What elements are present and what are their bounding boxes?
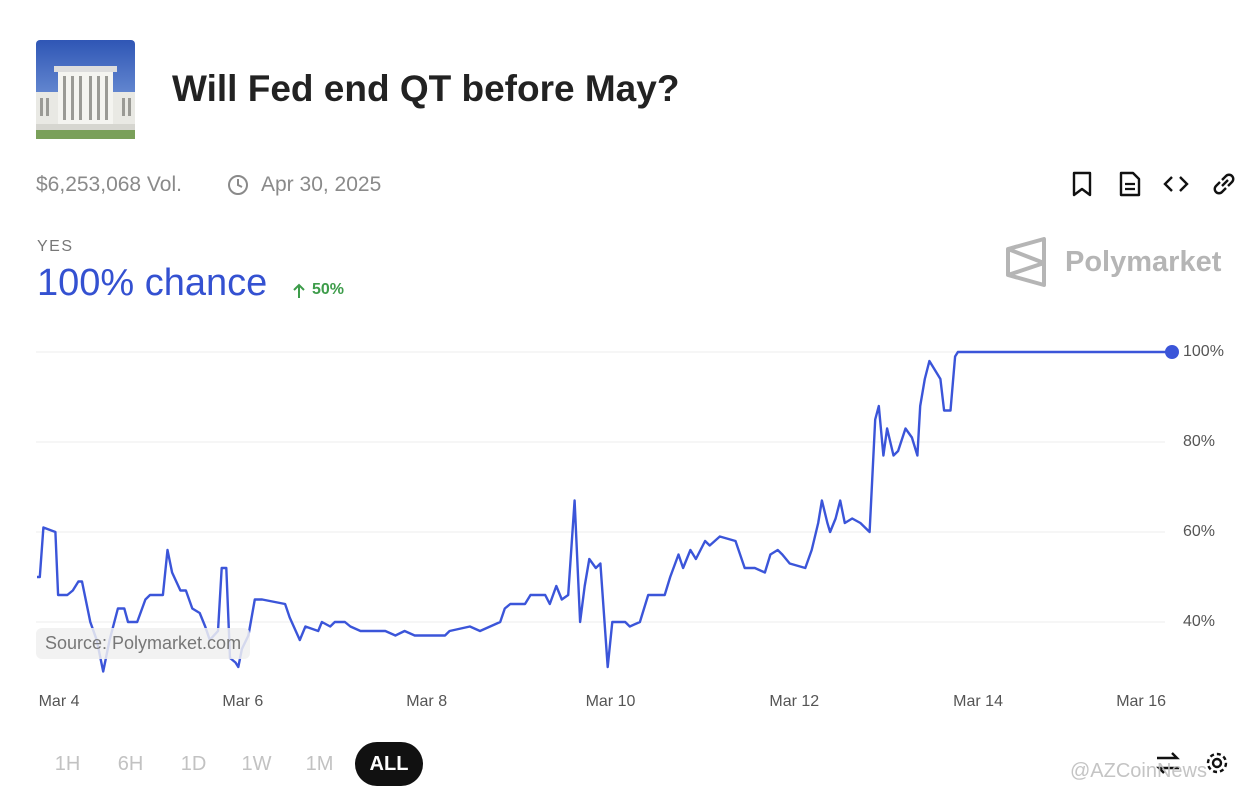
outcome-chance: 100% chance [37, 262, 268, 304]
range-button[interactable]: 1H [54, 753, 81, 775]
source-label: Source: Polymarket.com [36, 628, 251, 659]
brand-logo [1006, 237, 1046, 287]
market-image [36, 40, 135, 139]
range-button[interactable]: 6H [117, 753, 144, 775]
end-date: Apr 30, 2025 [261, 173, 382, 196]
embed-icon[interactable] [1162, 172, 1190, 196]
x-tick-label: Mar 8 [406, 693, 447, 710]
watermark: @AZCoinNews [1070, 760, 1208, 782]
outcome-change: 50% [312, 281, 345, 298]
x-tick-label: Mar 4 [39, 693, 80, 710]
x-tick-label: Mar 6 [222, 693, 263, 710]
range-button[interactable]: 1M [305, 753, 334, 775]
x-tick-label: Mar 10 [586, 693, 636, 710]
y-tick-label: 60% [1183, 523, 1215, 540]
document-icon[interactable] [1117, 170, 1143, 198]
range-button[interactable]: ALL [355, 742, 423, 786]
bookmark-icon[interactable] [1070, 170, 1094, 198]
range-selector: 1H 6H 1D 1W 1M ALL [36, 742, 423, 786]
x-tick-label: Mar 16 [1116, 693, 1166, 710]
last-point [1165, 345, 1179, 359]
range-button[interactable]: 1D [180, 753, 207, 775]
swap-icon[interactable] [1154, 750, 1182, 776]
x-tick-label: Mar 12 [769, 693, 819, 710]
market-title: Will Fed end QT before May? [172, 68, 680, 109]
up-arrow [293, 283, 305, 298]
y-tick-label: 40% [1183, 613, 1215, 630]
x-tick-label: Mar 14 [953, 693, 1003, 710]
range-button[interactable]: 1W [241, 753, 272, 775]
y-tick-label: 100% [1183, 343, 1224, 360]
brand-name: Polymarket [1065, 246, 1222, 278]
volume: $6,253,068 Vol. [36, 173, 182, 196]
settings-icon[interactable] [1203, 749, 1231, 777]
outcome-label: YES [37, 238, 74, 255]
clock-icon [228, 175, 248, 195]
price-line [37, 350, 1172, 673]
y-tick-label: 80% [1183, 433, 1215, 450]
link-icon[interactable] [1210, 170, 1238, 198]
